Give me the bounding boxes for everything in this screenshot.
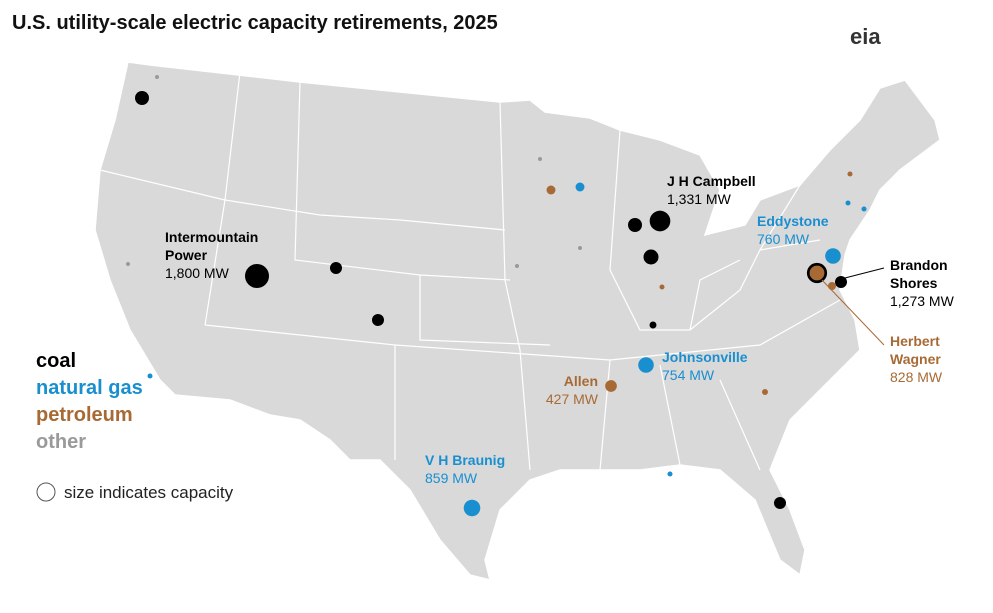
plant-capacity: 754 MW: [662, 367, 715, 383]
plant-dots: [125, 74, 867, 517]
plant-dot: [762, 389, 768, 395]
plant-name: Eddystone: [757, 213, 829, 229]
legend-entry: natural gas: [36, 377, 143, 399]
plant-dot: [845, 200, 851, 206]
plant-label: Johnsonville 754 MW: [662, 348, 782, 384]
plant-dot: [628, 218, 642, 232]
plant-label: Intermountain Power 1,800 MW: [165, 228, 285, 282]
plant-capacity: 760 MW: [757, 231, 810, 247]
plant-capacity: 1,273 MW: [890, 293, 954, 309]
plant-dot: [577, 245, 583, 251]
plant-dot: [329, 261, 343, 275]
plant-label: Herbert Wagner 828 MW: [890, 332, 970, 386]
size-note: size indicates capacity: [64, 483, 234, 502]
plant-dot: [244, 263, 270, 289]
title: U.S. utility-scale electric capacity ret…: [12, 12, 498, 34]
plant-dot: [371, 313, 385, 327]
plant-name: Herbert Wagner: [890, 333, 941, 367]
plant-dot: [643, 249, 659, 265]
plant-dot: [514, 263, 520, 269]
leader-line: [840, 267, 885, 280]
plant-dot: [125, 261, 131, 267]
plant-dot: [537, 156, 543, 162]
plant-dot: [154, 74, 160, 80]
plant-dot: [659, 284, 665, 290]
plant-dot: [847, 171, 853, 177]
plant-name: V H Braunig: [425, 452, 506, 468]
plant-name: J H Campbell: [667, 173, 756, 189]
plant-dot: [463, 499, 481, 517]
plant-label: Eddystone 760 MW: [757, 212, 877, 248]
plant-name: Johnsonville: [662, 349, 748, 365]
plant-dot: [667, 471, 673, 477]
legend-entry: other: [36, 431, 86, 453]
plant-label: V H Braunig 859 MW: [425, 451, 545, 487]
plant-dot: [834, 275, 848, 289]
plant-dot: [773, 496, 787, 510]
plant-name: Allen: [563, 373, 598, 389]
plant-dot: [638, 357, 654, 373]
plant-capacity: 828 MW: [890, 369, 943, 385]
legend-entry: petroleum: [36, 404, 133, 426]
plant-dot: [827, 281, 837, 291]
plant-label: Allen 427 MW: [540, 372, 598, 408]
leader-line: [821, 279, 885, 346]
state-lines: [99, 71, 841, 471]
plant-capacity: 1,331 MW: [667, 191, 731, 207]
plant-name: Intermountain Power: [165, 229, 259, 263]
plant-dot: [825, 248, 841, 264]
plant-capacity: 859 MW: [425, 470, 478, 486]
us-outline: [94, 61, 941, 582]
plant-dot: [147, 373, 153, 379]
size-legend-circle: [36, 482, 56, 502]
plant-dot: [649, 210, 671, 232]
plant-dot: [605, 380, 617, 392]
plant-dot: [575, 182, 585, 192]
logo: eia: [850, 24, 881, 49]
plant-label: J H Campbell 1,331 MW: [667, 172, 817, 208]
plant-dot: [808, 264, 826, 282]
leader-lines: [821, 267, 885, 346]
plant-dot: [546, 185, 556, 195]
plant-capacity: 1,800 MW: [165, 265, 229, 281]
legend-entry: coal: [36, 350, 77, 372]
plant-dot: [649, 321, 657, 329]
plant-name: Brandon Shores: [890, 257, 948, 291]
plant-label: Brandon Shores 1,273 MW: [890, 256, 970, 310]
plant-dot: [135, 91, 149, 105]
plant-dot: [861, 206, 867, 212]
plant-capacity: 427 MW: [545, 391, 598, 407]
